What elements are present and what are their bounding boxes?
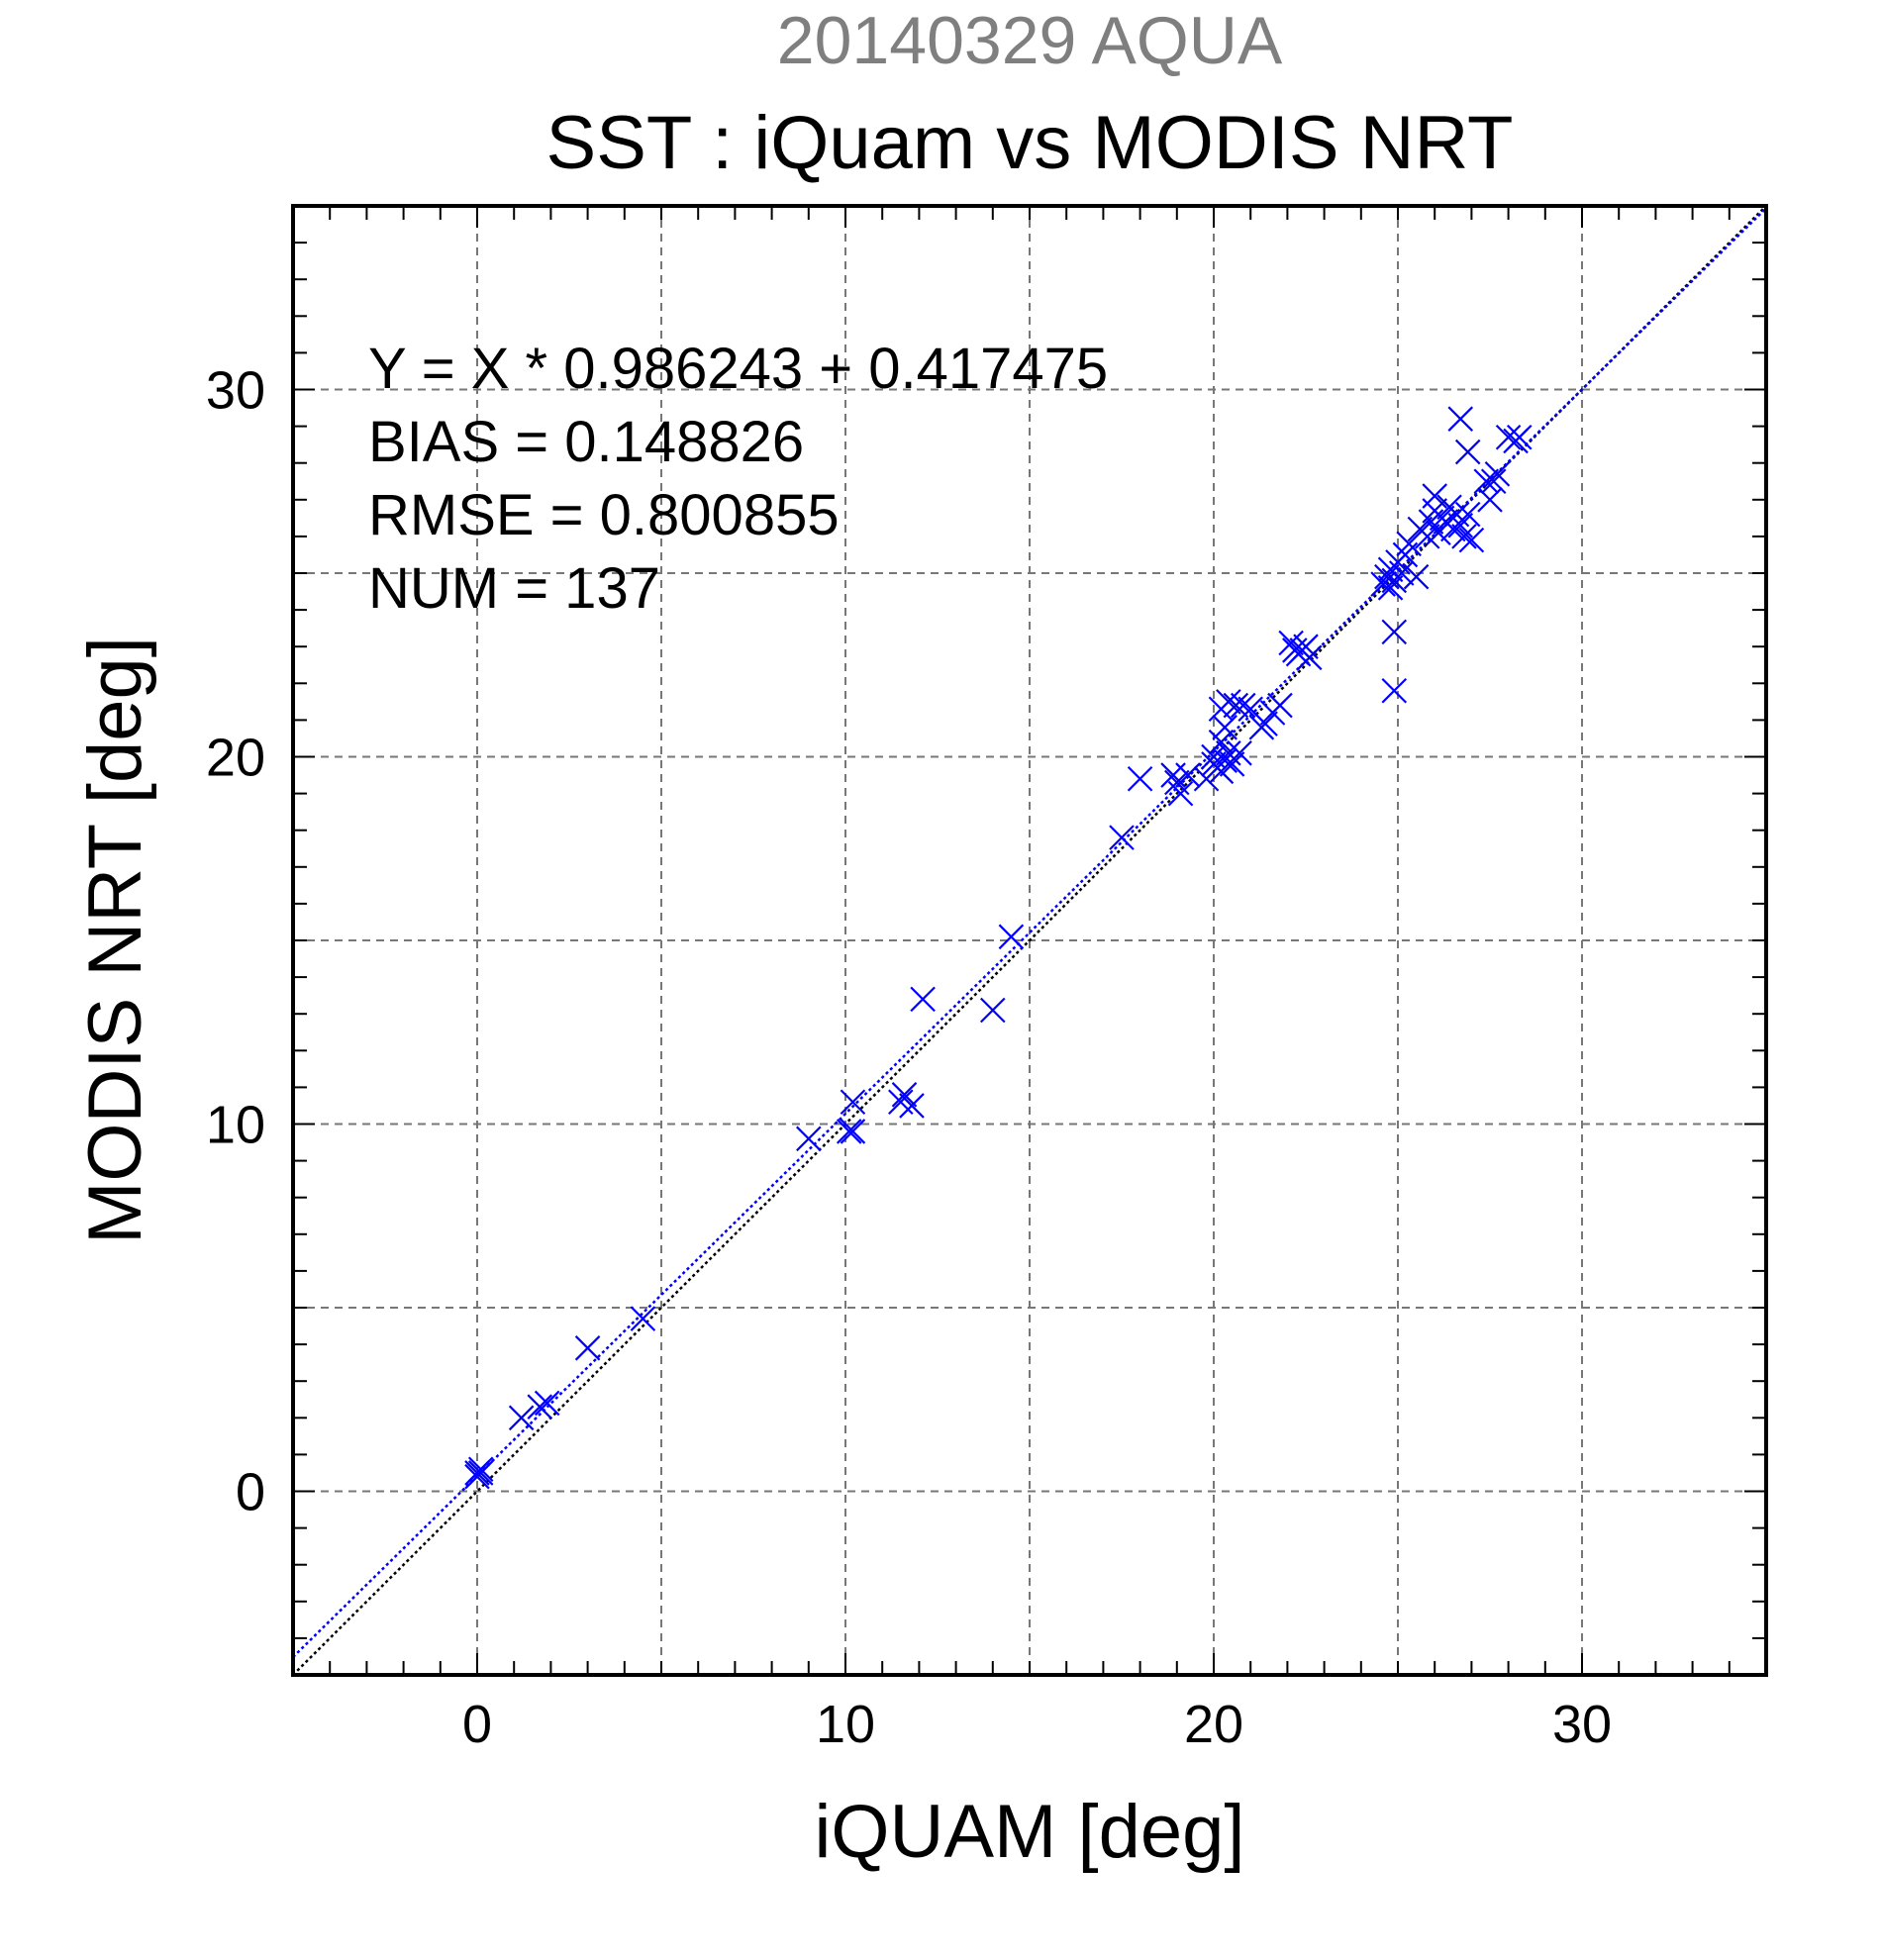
data-point — [1506, 424, 1533, 450]
data-point — [467, 1456, 494, 1483]
stat-num: NUM = 137 — [368, 556, 660, 621]
data-point — [1454, 501, 1481, 528]
x-tick-label: 10 — [816, 1695, 875, 1754]
data-point — [1223, 692, 1249, 719]
data-point — [1208, 729, 1235, 755]
y-tick-label: 10 — [206, 1096, 265, 1155]
plot-area-border — [291, 204, 1768, 1677]
data-point — [1381, 619, 1408, 645]
y-tick-label: 20 — [206, 729, 265, 788]
data-point — [1127, 765, 1153, 792]
minor-ticks — [293, 206, 1766, 1675]
data-point — [1175, 762, 1201, 788]
x-tick-label: 30 — [1552, 1695, 1612, 1754]
data-point — [1216, 689, 1241, 715]
stats-block: Y = X * 0.986243 + 0.417475 BIAS = 0.148… — [368, 337, 1108, 621]
data-point — [1278, 630, 1304, 656]
stat-fit-equation: Y = X * 0.986243 + 0.417475 — [368, 337, 1108, 401]
data-point — [574, 1335, 601, 1361]
data-point — [467, 1460, 494, 1486]
data-point — [1403, 563, 1430, 590]
data-point — [630, 1306, 656, 1331]
data-point — [1377, 575, 1404, 601]
data-point — [998, 924, 1025, 950]
data-point — [1451, 524, 1477, 549]
data-point — [796, 1126, 822, 1152]
data-point — [534, 1390, 560, 1417]
stat-bias: BIAS = 0.148826 — [368, 410, 804, 474]
data-point — [1495, 424, 1522, 450]
data-point — [508, 1405, 535, 1431]
x-axis-label: iQUAM [deg] — [814, 1790, 1244, 1874]
y-tick-label: 30 — [206, 361, 265, 421]
x-tick-label: 0 — [462, 1695, 492, 1754]
stat-rmse: RMSE = 0.800855 — [368, 483, 840, 547]
data-point — [1396, 531, 1422, 557]
data-point — [980, 997, 1006, 1024]
data-point — [899, 1093, 925, 1119]
data-point — [836, 1119, 862, 1144]
tick-labels: 0 10 20 30 0 10 20 30 — [206, 361, 1612, 1755]
data-points — [464, 406, 1533, 1490]
data-point — [891, 1082, 918, 1108]
data-point — [1293, 634, 1319, 659]
identity-line — [292, 205, 1767, 1676]
data-point — [1230, 692, 1256, 719]
data-point — [1167, 780, 1194, 807]
data-point — [1454, 439, 1481, 465]
data-point — [1252, 711, 1278, 736]
y-axis-label: MODIS NRT [deg] — [73, 637, 157, 1244]
data-point — [910, 986, 936, 1013]
chart-title: SST : iQuam vs MODIS NRT — [546, 101, 1514, 185]
data-point — [1381, 677, 1408, 704]
data-point — [1212, 715, 1238, 740]
data-point — [1267, 692, 1293, 719]
data-point — [1477, 487, 1503, 513]
data-point — [1219, 751, 1245, 777]
data-point — [1160, 762, 1186, 788]
data-point — [1109, 825, 1135, 850]
data-point — [1447, 406, 1474, 432]
reference-lines — [292, 205, 1767, 1676]
data-point — [1422, 483, 1447, 509]
chart-supertitle: 20140329 AQUA — [777, 3, 1283, 78]
data-point — [1480, 468, 1507, 495]
x-tick-label: 20 — [1184, 1695, 1243, 1754]
data-point — [1458, 527, 1485, 553]
data-point — [527, 1394, 553, 1420]
data-point — [1227, 740, 1252, 766]
data-point — [840, 1119, 866, 1144]
data-point — [1484, 461, 1511, 487]
y-tick-label: 0 — [236, 1463, 265, 1522]
data-point — [840, 1089, 866, 1116]
